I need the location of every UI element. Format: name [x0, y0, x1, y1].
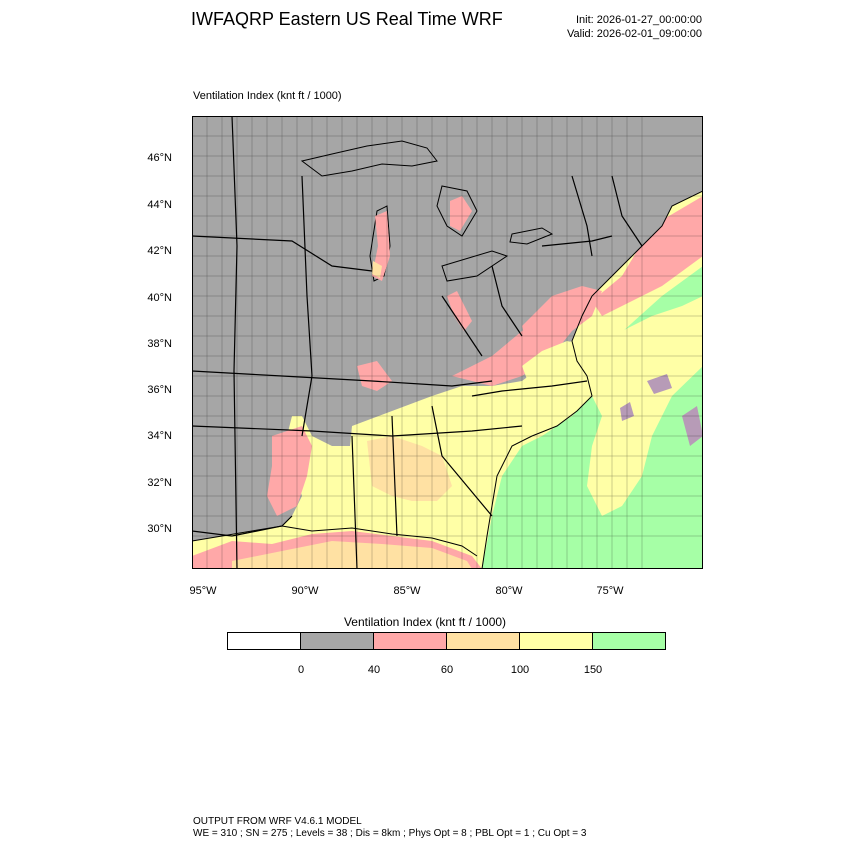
model-info-line1: OUTPUT FROM WRF V4.6.1 MODEL: [193, 816, 362, 827]
offshore-mauve-patch: [647, 374, 672, 394]
mississippi-pink-band: [267, 426, 312, 516]
lat-label-34n: 34°N: [147, 430, 172, 442]
lat-label-30n: 30°N: [147, 523, 172, 535]
lat-label-46n: 46°N: [147, 152, 172, 164]
colorbar-swatch-3: [446, 632, 520, 650]
init-time: Init: 2026-01-27_00:00:00: [576, 14, 702, 26]
init-valid-times: Init: 2026-01-27_00:00:00 Valid: 2026-02…: [567, 13, 702, 41]
state-borders: [192, 116, 643, 569]
ohio-pink-streak: [447, 291, 472, 331]
lat-label-42n: 42°N: [147, 245, 172, 257]
gulf-tan-band: [232, 541, 472, 569]
lat-label-36n: 36°N: [147, 384, 172, 396]
lon-label-80w: 80°W: [495, 585, 523, 597]
colorbar-tick-150: 150: [583, 664, 603, 676]
county-grid: [192, 116, 703, 569]
colorbar-swatch-5: [592, 632, 666, 650]
model-info: OUTPUT FROM WRF V4.6.1 MODEL WE = 310 ; …: [193, 816, 586, 840]
colorbar-tick-0: 0: [297, 664, 305, 676]
colorbar-swatch-4: [519, 632, 593, 650]
lon-label-85w: 85°W: [393, 585, 421, 597]
field-title: Ventilation Index (knt ft / 1000): [193, 90, 342, 102]
colorbar-title: Ventilation Index (knt ft / 1000): [343, 615, 507, 629]
virginia-yellow: [522, 341, 592, 416]
lat-label-32n: 32°N: [147, 477, 172, 489]
colorbar-tick-40: 40: [367, 664, 381, 676]
lake-michigan-shore-tan: [372, 261, 382, 278]
land-gray-north: [192, 116, 703, 541]
plot-title: IWFAQRP Eastern US Real Time WRF: [191, 9, 503, 29]
colorbar-swatch-2: [373, 632, 447, 650]
model-info-line2: WE = 310 ; SN = 275 ; Levels = 38 ; Dis …: [193, 828, 587, 839]
coastline: [192, 190, 703, 569]
michigan-east-pink: [450, 196, 472, 231]
lon-label-75w: 75°W: [596, 585, 624, 597]
colorbar: [227, 632, 666, 650]
ventilation-index-map: [192, 116, 703, 569]
lon-label-95w: 95°W: [189, 585, 217, 597]
valid-time: Valid: 2026-02-01_09:00:00: [567, 28, 702, 40]
colorbar-tick-100: 100: [510, 664, 530, 676]
southeast-tan-patch: [367, 436, 452, 501]
lat-label-38n: 38°N: [147, 338, 172, 350]
colorbar-swatch-1: [300, 632, 374, 650]
lat-label-44n: 44°N: [147, 199, 172, 211]
lat-label-40n: 40°N: [147, 292, 172, 304]
colorbar-tick-60: 60: [440, 664, 454, 676]
lon-label-90w: 90°W: [291, 585, 319, 597]
atlantic-yellow-shelf: [572, 296, 703, 516]
colorbar-swatch-0: [227, 632, 301, 650]
